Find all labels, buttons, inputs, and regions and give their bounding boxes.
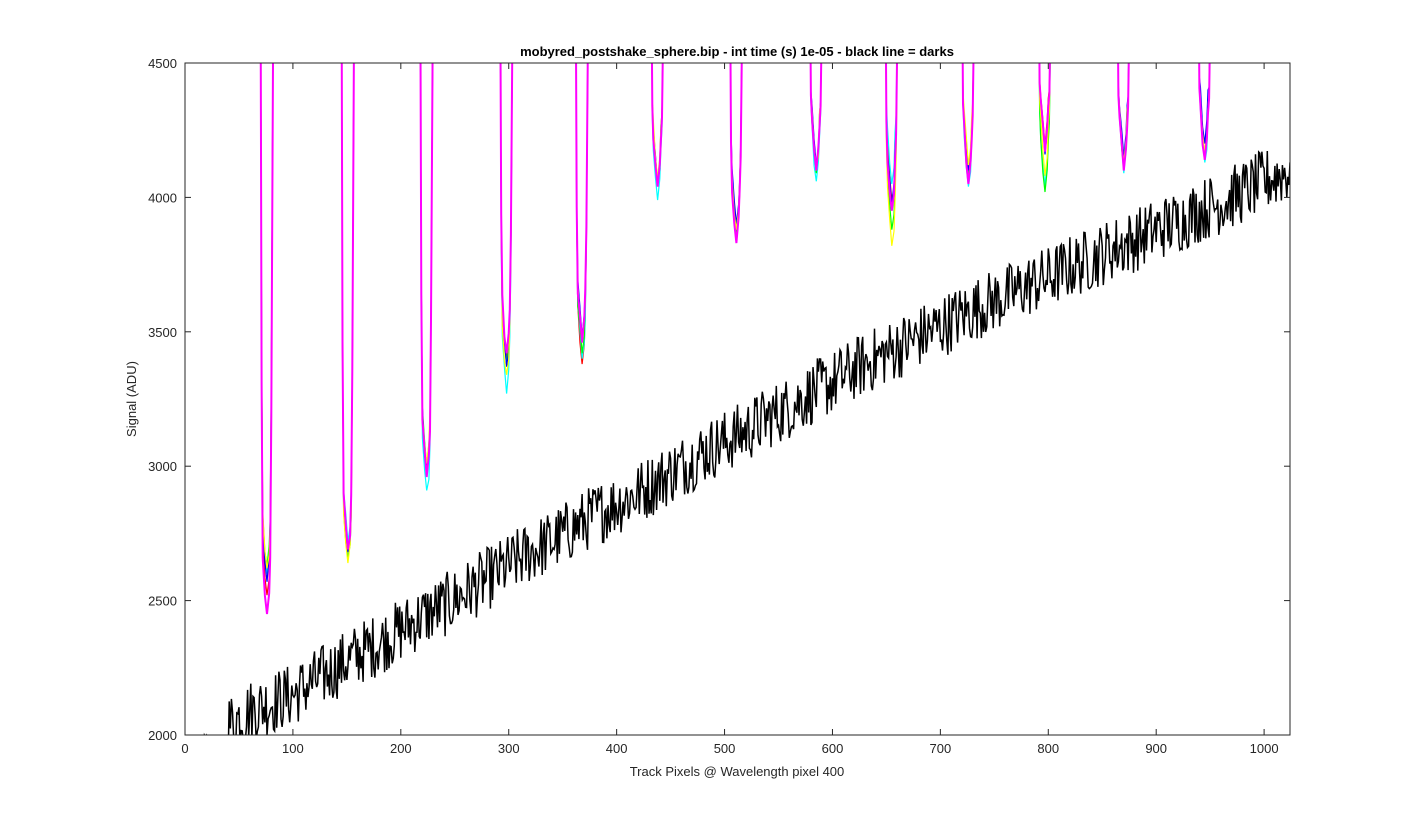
- x-tick-label: 100: [282, 741, 304, 756]
- x-tick-label: 700: [930, 741, 952, 756]
- x-tick-label: 900: [1145, 741, 1167, 756]
- axes-box: [184, 62, 1291, 736]
- y-tick-label: 3500: [148, 325, 177, 340]
- y-axis-ticks: 2000 2500 3000 3500 4000 4500: [148, 56, 1290, 743]
- series-line-0: [259, 63, 1211, 615]
- y-axis-label: Signal (ADU): [124, 361, 139, 437]
- x-tick-label: 0: [181, 741, 188, 756]
- darks-layer: [189, 150, 1290, 735]
- series-layer: [259, 63, 1211, 615]
- x-axis-ticks: 0 100 200 300 400 500 600 700 800 900 1000: [181, 63, 1279, 756]
- y-tick-label: 3000: [148, 459, 177, 474]
- x-tick-label: 600: [822, 741, 844, 756]
- chart-title: mobyred_postshake_sphere.bip - int time …: [520, 44, 954, 59]
- y-tick-label: 4500: [148, 56, 177, 71]
- y-tick-label: 4000: [148, 190, 177, 205]
- x-tick-label: 500: [714, 741, 736, 756]
- x-tick-label: 1000: [1250, 741, 1279, 756]
- y-tick-label: 2500: [148, 594, 177, 609]
- darks-line: [189, 150, 1290, 735]
- plot-area: 0 100 200 300 400 500 600 700 800 900 1000 2000 250…: [148, 56, 1291, 756]
- x-tick-label: 200: [390, 741, 412, 756]
- x-tick-label: 800: [1037, 741, 1059, 756]
- x-tick-label: 400: [606, 741, 628, 756]
- plot-background: [185, 63, 1290, 735]
- y-tick-label: 2000: [148, 728, 177, 743]
- x-axis-label: Track Pixels @ Wavelength pixel 400: [630, 764, 845, 779]
- x-tick-label: 300: [498, 741, 520, 756]
